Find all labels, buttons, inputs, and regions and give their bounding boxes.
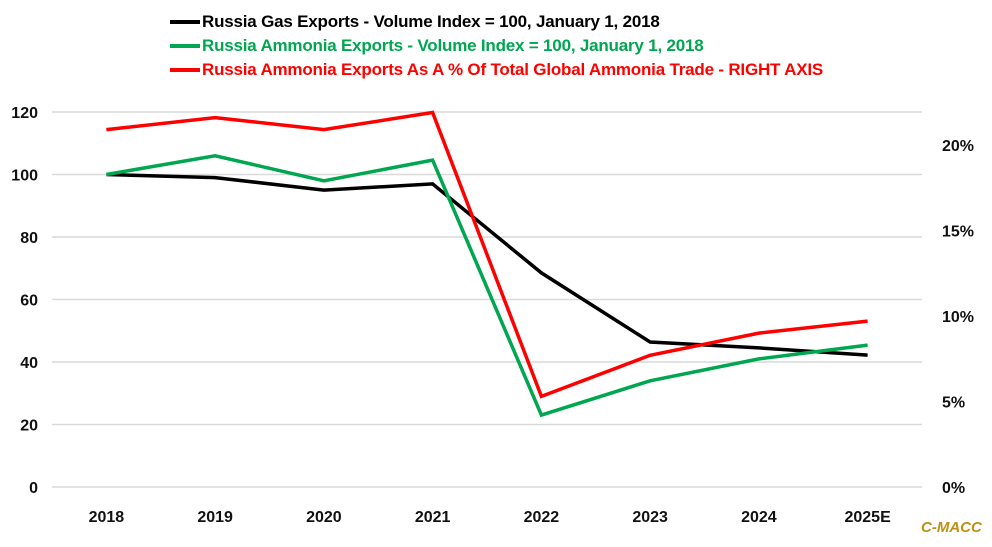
legend-swatch-ammonia-volume [170,44,200,48]
left-axis-tick-label: 80 [20,230,38,247]
left-axis-tick-label: 120 [11,105,38,122]
series-line-2 [106,110,868,399]
x-axis-tick-label: 2019 [197,509,233,526]
legend-swatch-gas [170,20,200,24]
x-axis-tick-label: 2020 [306,509,342,526]
legend: Russia Gas Exports - Volume Index = 100,… [170,10,823,82]
right-axis-tick-label: 5% [942,395,965,412]
x-axis-tick-label: 2025E [844,509,891,526]
legend-swatch-ammonia-share [170,68,200,72]
series-line-1 [106,154,868,418]
series-line-0 [106,172,868,357]
x-axis-tick-label: 2018 [89,509,125,526]
legend-label-gas: Russia Gas Exports - Volume Index = 100,… [202,12,660,31]
left-axis-tick-label: 60 [20,293,38,310]
legend-label-ammonia-share: Russia Ammonia Exports As A % Of Total G… [202,60,823,79]
x-axis-tick-label: 2021 [415,509,451,526]
right-axis-tick-label: 15% [942,224,974,241]
legend-item-gas: Russia Gas Exports - Volume Index = 100,… [170,10,823,34]
legend-label-ammonia-volume: Russia Ammonia Exports - Volume Index = … [202,36,704,55]
legend-item-ammonia-volume: Russia Ammonia Exports - Volume Index = … [170,34,823,58]
x-axis-tick-label: 2024 [741,509,777,526]
left-axis-tick-label: 20 [20,418,38,435]
watermark: C-MACC [921,519,982,536]
right-axis-tick-label: 20% [942,138,974,155]
left-axis-tick-label: 0 [29,480,38,497]
left-axis-tick-label: 100 [11,168,38,185]
left-axis-tick-label: 40 [20,355,38,372]
x-axis-tick-label: 2022 [524,509,560,526]
legend-item-ammonia-share: Russia Ammonia Exports As A % Of Total G… [170,58,823,82]
x-axis-tick-label: 2023 [632,509,668,526]
right-axis-tick-label: 10% [942,309,974,326]
right-axis-tick-label: 0% [942,480,965,497]
